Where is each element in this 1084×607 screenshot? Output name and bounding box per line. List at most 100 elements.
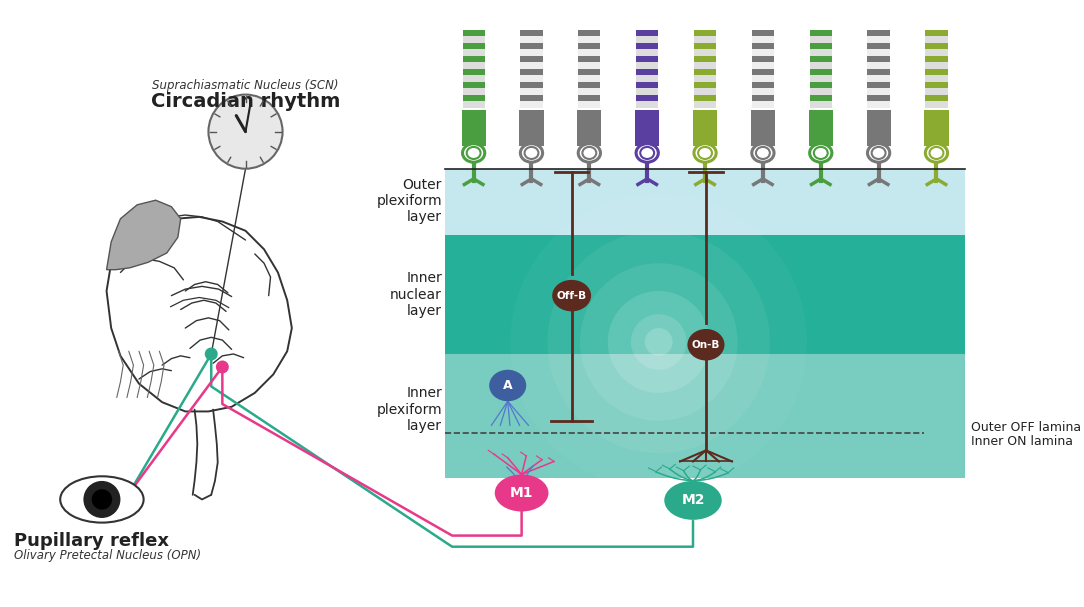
Bar	[444, 236, 966, 354]
Bar	[809, 110, 833, 146]
Bar	[520, 42, 543, 49]
Ellipse shape	[687, 329, 724, 361]
Bar	[520, 88, 543, 95]
Bar	[926, 42, 947, 49]
Bar	[867, 88, 890, 95]
Bar	[926, 75, 947, 81]
Text: M1: M1	[509, 486, 533, 500]
Polygon shape	[106, 200, 181, 270]
Bar	[752, 49, 774, 56]
Bar	[636, 62, 658, 69]
Bar	[694, 101, 717, 107]
Bar	[694, 81, 717, 88]
Bar	[444, 354, 966, 478]
Ellipse shape	[756, 147, 770, 159]
Ellipse shape	[578, 144, 601, 162]
Bar	[752, 101, 774, 107]
Bar	[693, 110, 718, 146]
Bar	[925, 110, 948, 146]
Circle shape	[216, 361, 229, 373]
Bar	[578, 110, 602, 146]
Bar	[694, 62, 717, 69]
Bar	[462, 110, 486, 146]
Bar	[636, 56, 658, 62]
Bar	[463, 101, 485, 107]
Bar	[694, 49, 717, 56]
Text: Pupillary reflex: Pupillary reflex	[14, 532, 169, 550]
Bar	[752, 95, 774, 101]
Text: Inner
plexiform
layer: Inner plexiform layer	[376, 387, 442, 433]
Bar	[867, 42, 890, 49]
Ellipse shape	[664, 481, 722, 520]
Text: Off-B: Off-B	[556, 291, 586, 300]
Bar	[694, 36, 717, 42]
Bar	[520, 81, 543, 88]
Ellipse shape	[814, 147, 828, 159]
Text: M2: M2	[681, 493, 705, 507]
Bar	[752, 88, 774, 95]
Bar	[810, 42, 831, 49]
Bar	[752, 56, 774, 62]
Text: Outer OFF lamina: Outer OFF lamina	[971, 421, 1081, 433]
Bar	[463, 56, 485, 62]
Bar	[752, 62, 774, 69]
Bar	[810, 69, 831, 75]
Bar	[519, 110, 543, 146]
Bar	[752, 69, 774, 75]
Bar	[520, 56, 543, 62]
Ellipse shape	[636, 144, 658, 162]
Bar	[636, 101, 658, 107]
Circle shape	[631, 314, 686, 370]
Bar	[578, 56, 601, 62]
Bar	[867, 69, 890, 75]
Circle shape	[608, 291, 710, 393]
Ellipse shape	[61, 476, 143, 523]
Bar	[867, 56, 890, 62]
Bar	[867, 62, 890, 69]
Bar	[636, 30, 658, 36]
Circle shape	[92, 489, 112, 510]
Bar	[578, 42, 601, 49]
Circle shape	[208, 95, 283, 169]
Bar	[463, 30, 485, 36]
Bar	[926, 30, 947, 36]
Bar	[520, 36, 543, 42]
Bar	[520, 69, 543, 75]
Text: Outer
plexiform
layer: Outer plexiform layer	[376, 178, 442, 225]
Bar	[578, 49, 601, 56]
Bar	[810, 101, 831, 107]
Bar	[867, 36, 890, 42]
Text: Olivary Pretectal Nucleus (OPN): Olivary Pretectal Nucleus (OPN)	[14, 549, 201, 561]
Bar	[752, 42, 774, 49]
Ellipse shape	[926, 144, 947, 162]
Bar	[636, 42, 658, 49]
Bar	[810, 95, 831, 101]
Ellipse shape	[463, 144, 485, 162]
Circle shape	[83, 481, 120, 518]
Bar	[636, 36, 658, 42]
Bar	[635, 110, 659, 146]
Bar	[752, 75, 774, 81]
Bar	[636, 75, 658, 81]
Text: Inner
nuclear
layer: Inner nuclear layer	[390, 271, 442, 318]
Bar	[810, 81, 831, 88]
Ellipse shape	[872, 147, 886, 159]
Text: On-B: On-B	[692, 340, 720, 350]
Bar	[520, 62, 543, 69]
Text: Suprachiasmatic Nucleus (SCN): Suprachiasmatic Nucleus (SCN)	[152, 79, 339, 92]
Bar	[463, 81, 485, 88]
Bar	[810, 49, 831, 56]
Bar	[578, 88, 601, 95]
Bar	[926, 88, 947, 95]
Bar	[578, 95, 601, 101]
Ellipse shape	[525, 147, 539, 159]
Bar	[578, 101, 601, 107]
Bar	[694, 75, 717, 81]
Bar	[463, 49, 485, 56]
Bar	[810, 36, 831, 42]
Bar	[636, 69, 658, 75]
Bar	[578, 36, 601, 42]
Text: Circadian rhythm: Circadian rhythm	[151, 92, 340, 110]
Bar	[694, 42, 717, 49]
Bar	[867, 75, 890, 81]
